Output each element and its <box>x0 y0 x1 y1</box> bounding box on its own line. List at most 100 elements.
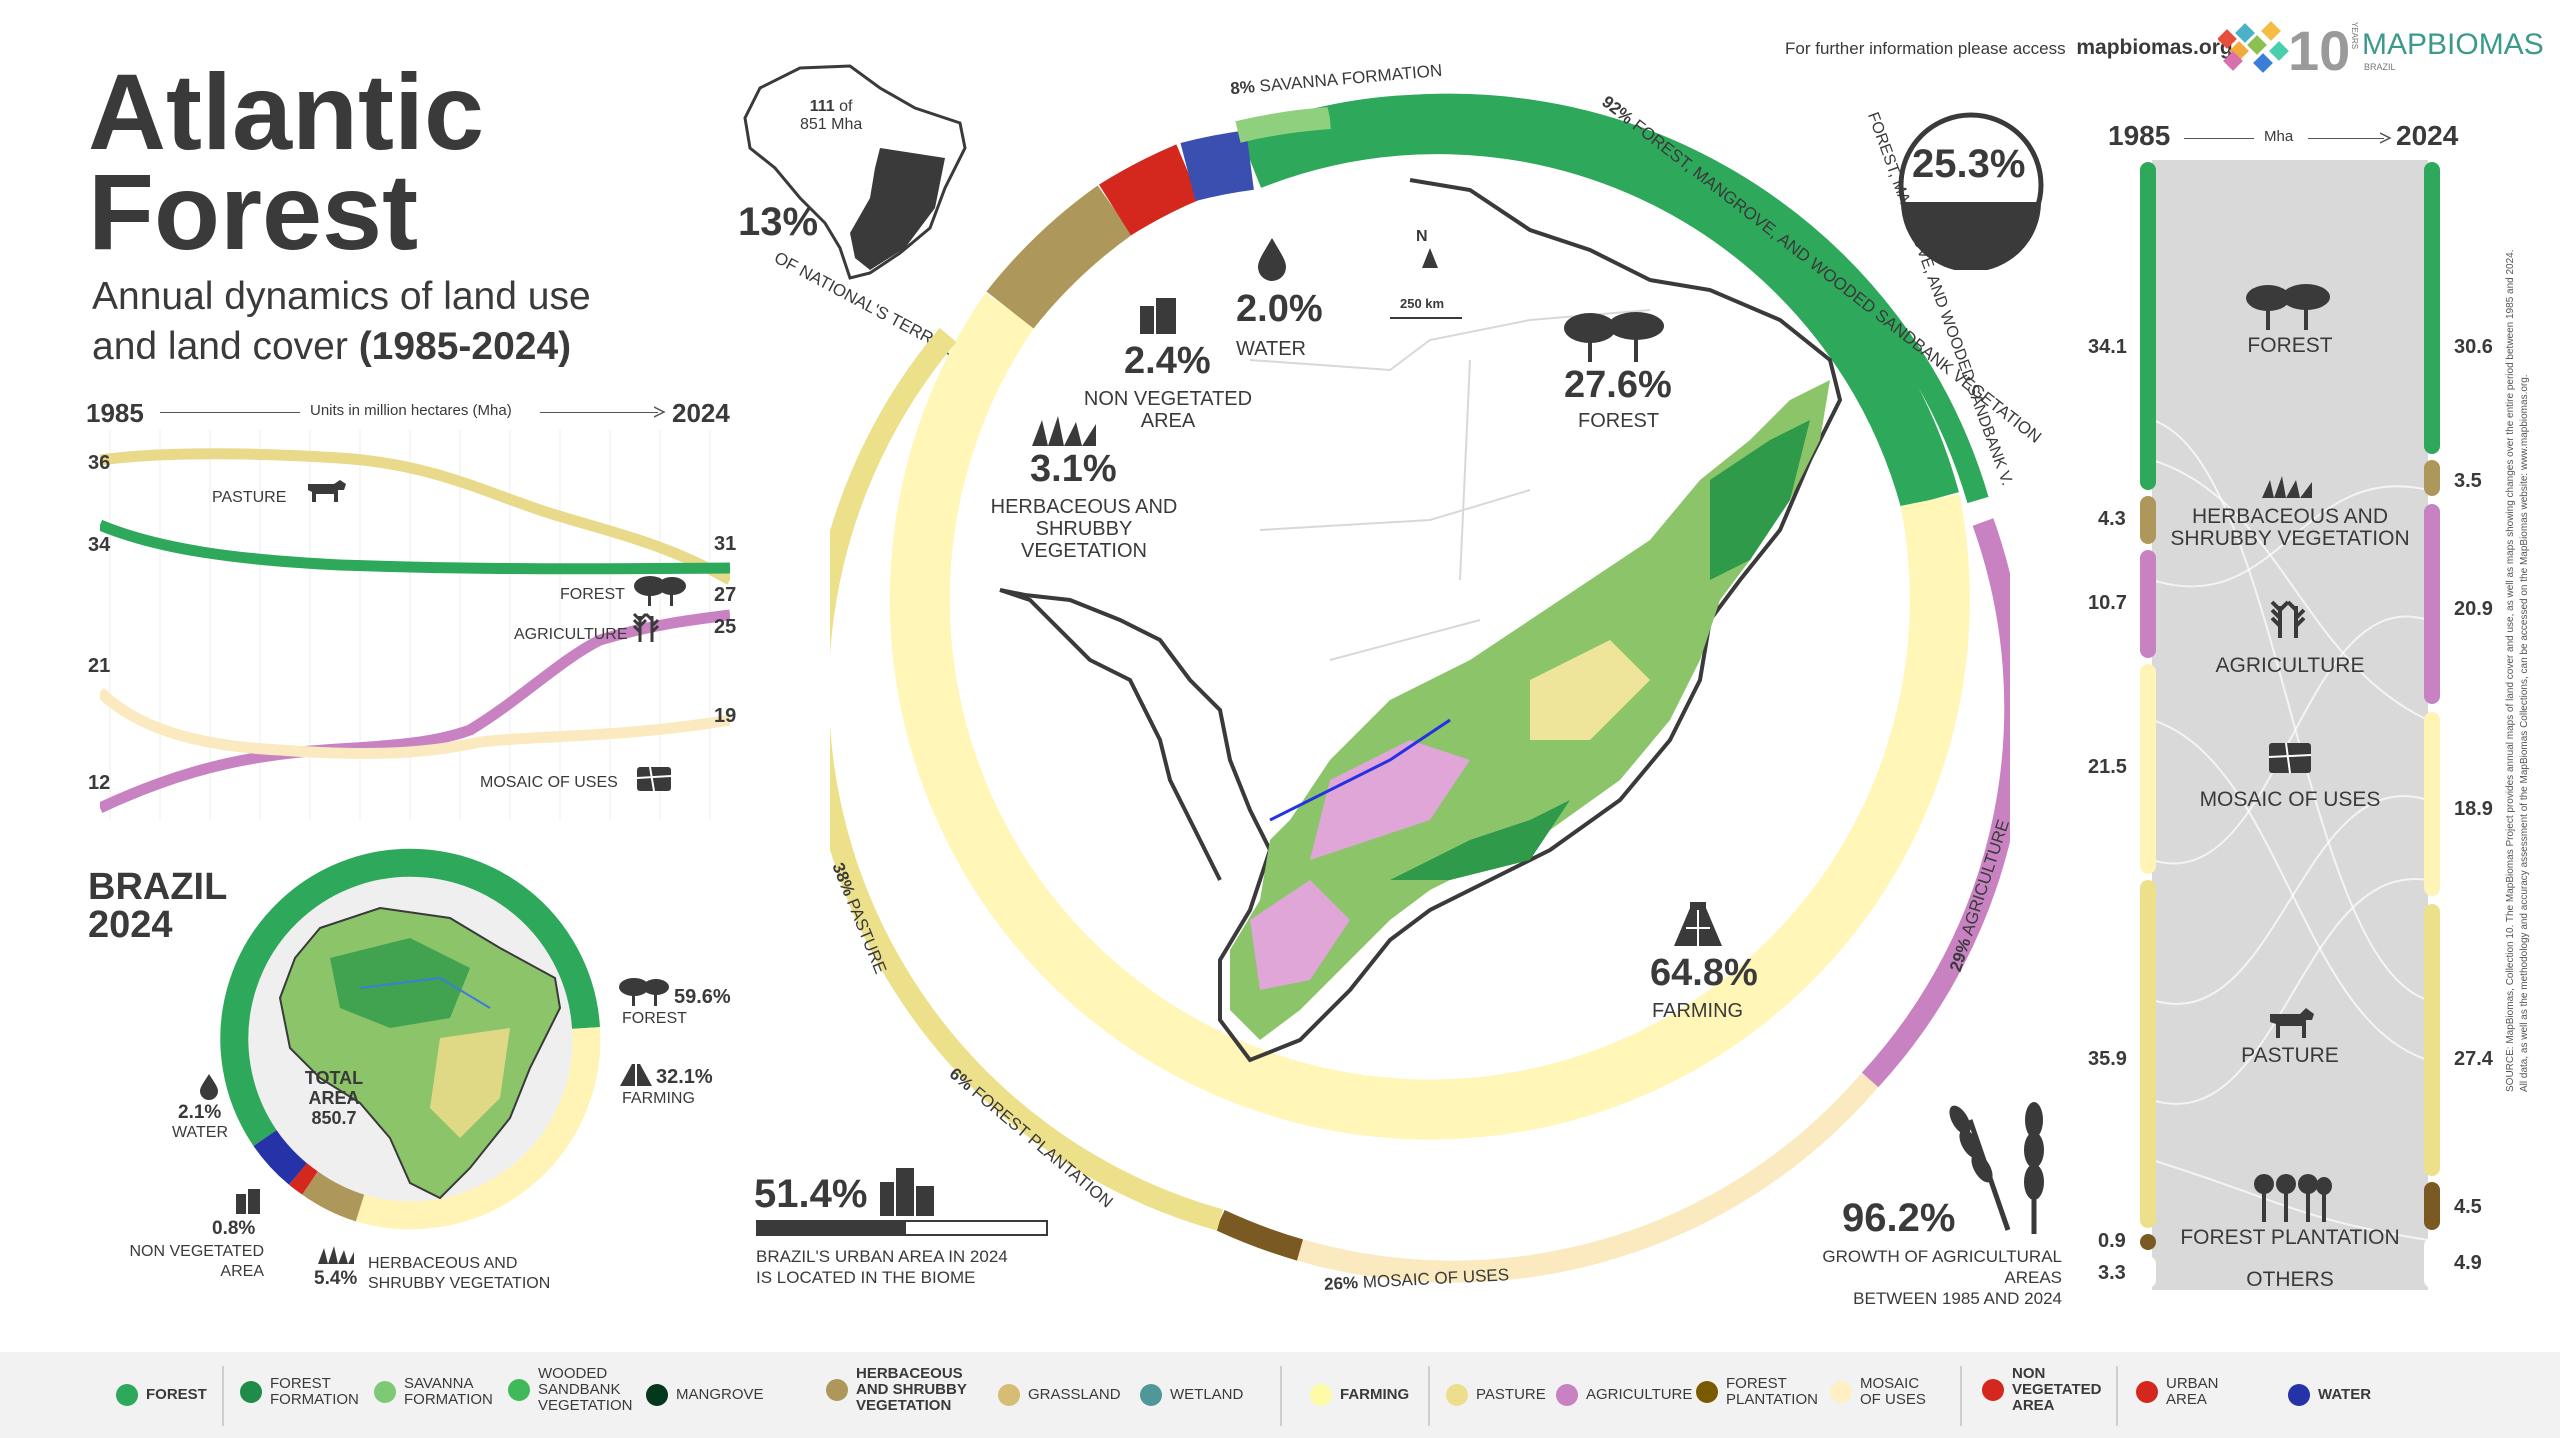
center-farming-value: 64.8% <box>1650 952 1758 994</box>
ring-nonveg-arc <box>1099 144 1201 236</box>
sankey-left-forest <box>2140 162 2156 490</box>
legend-dot <box>2288 1384 2310 1406</box>
pasture-end: 27 <box>714 584 737 606</box>
legend-label: HERBACEOUS AND SHRUBBY VEGETATION <box>856 1365 967 1414</box>
center-farming-label: FARMING <box>1652 1000 1744 1022</box>
center-forest-value: 27.6% <box>1564 364 1672 406</box>
logo-years: 10 <box>2288 19 2351 82</box>
outer-savanna-arc <box>1235 107 1331 143</box>
brazil-forest-value: 59.6% <box>674 986 731 1008</box>
info-link[interactable]: mapbiomas.org <box>2076 36 2233 59</box>
wheat-icon <box>632 612 660 642</box>
sankey-left-others-value: 3.3 <box>2098 1262 2126 1284</box>
brazil-water-label: WATER <box>172 1124 228 1141</box>
brazil-farming-icon <box>620 1064 652 1086</box>
sankey-pasture-label: PASTURE <box>2241 1044 2339 1067</box>
legend-dot <box>2136 1381 2158 1403</box>
center-herb-label: HERBACEOUS AND SHRUBBY VEGETATION <box>990 496 1178 562</box>
brazil-forest-icon <box>619 978 669 1006</box>
sankey-start-year: 1985 <box>2108 120 2171 151</box>
subtitle: Annual dynamics of land use and land cov… <box>92 272 591 372</box>
mosaic-end: 19 <box>714 705 737 727</box>
north-arrow-icon <box>1422 248 1438 268</box>
center-herb-value: 3.1% <box>1030 448 1117 490</box>
city-icon <box>880 1168 934 1216</box>
legend-label: FOREST <box>146 1386 207 1403</box>
center-water-label: WATER <box>1236 338 1306 360</box>
legend-dot <box>508 1379 530 1401</box>
sankey-right-others <box>2424 1238 2440 1288</box>
atlantic-forest-map-outline <box>999 178 1843 1063</box>
legend-dot <box>1556 1384 1578 1406</box>
outer-label-savanna-value: 8% <box>1229 77 1256 99</box>
sankey-unit-row: Mha <box>2184 128 2394 148</box>
brazil-title: BRAZIL 2024 <box>88 868 227 944</box>
legend-dot <box>1696 1381 1718 1403</box>
agri-growth-caption-2: BETWEEN 1985 AND 2024 <box>1853 1289 2062 1308</box>
pasture-start: 36 <box>88 452 111 474</box>
sankey-right-pasture <box>2424 904 2440 1176</box>
sankey-others-label: OTHERS <box>2246 1268 2334 1291</box>
legend-label: FOREST PLANTATION <box>1726 1375 1818 1408</box>
sankey-right-mosaic <box>2424 712 2440 896</box>
mosaic-start: 21 <box>88 655 111 677</box>
legend-label: SAVANNA FORMATION <box>404 1375 493 1408</box>
legend-mangrove: MANGROVE <box>646 1384 764 1406</box>
urban-caption-1: BRAZIL'S URBAN AREA IN 2024 <box>756 1247 1008 1266</box>
sankey-left-herb-value: 4.3 <box>2098 508 2126 530</box>
title-line-1: Atlantic <box>88 51 485 172</box>
legend-dot <box>826 1379 848 1401</box>
sankey-left-pasture-value: 35.9 <box>2088 1048 2127 1070</box>
sankey-arrow-icon <box>2380 132 2392 144</box>
line-chart <box>100 430 730 820</box>
legend-label: PASTURE <box>1476 1386 1546 1403</box>
territory-area: 111 of 851 Mha <box>800 98 862 134</box>
outer-plantation-arc <box>1215 1209 1304 1261</box>
logo-mosaic-icon <box>2217 21 2289 73</box>
forest-start: 34 <box>88 534 111 556</box>
pasture-line <box>100 448 730 585</box>
legend-wooded-sandbank: WOODED SANDBANK VEGETATION <box>508 1366 636 1414</box>
legend-water: WATER <box>2288 1384 2371 1406</box>
legend-label: FOREST FORMATION <box>270 1375 359 1408</box>
center-nonveg-value: 2.4% <box>1124 340 1211 382</box>
pasture-series-label: PASTURE <box>212 489 287 506</box>
source-line-2: All data, as well as the methodology and… <box>2519 374 2530 1092</box>
outer-pasture-arc <box>830 327 1223 1231</box>
sankey-agri-label: AGRICULTURE <box>2215 654 2365 677</box>
legend-agriculture: AGRICULTURE <box>1556 1384 1692 1406</box>
legend-dot <box>1830 1381 1852 1403</box>
mapbiomas-logo[interactable]: 10 YEARS MAPBIOMAS BRAZIL <box>2217 18 2544 82</box>
legend-dot <box>240 1381 262 1403</box>
info-text: For further information please access <box>1785 39 2066 58</box>
forest-series-label: FOREST <box>560 586 625 603</box>
brazil-nonveg-label: NON VEGETATED AREA <box>129 1243 264 1280</box>
legend-savanna-formation: SAVANNA FORMATION <box>374 1376 498 1408</box>
sandbank-gauge <box>1898 112 2044 270</box>
agri-growth-caption: GROWTH OF AGRICULTURAL AREAS BETWEEN 198… <box>1770 1246 2062 1309</box>
territory-area-value: 111 <box>809 98 835 115</box>
brazil-farming-label: FARMING <box>622 1090 695 1107</box>
ring-forest-arc <box>1238 94 1959 508</box>
agriculture-end: 25 <box>714 616 737 638</box>
sankey-grass-icon <box>2262 476 2312 498</box>
legend-label: WATER <box>2318 1386 2372 1403</box>
legend-label: WETLAND <box>1170 1386 1244 1403</box>
brazil-ring-water-arc <box>253 1129 308 1185</box>
urban-caption-2: IS LOCATED IN THE BIOME <box>756 1268 976 1287</box>
legend-forest: FOREST <box>116 1384 207 1406</box>
forest-line <box>100 519 730 575</box>
brazil-ring-farming-arc <box>356 1027 601 1230</box>
center-forest-icon <box>1564 312 1664 362</box>
building-icon <box>236 1189 260 1214</box>
subtitle-line-2: and land cover <box>92 325 348 368</box>
territory-area-total: 851 Mha <box>800 116 863 133</box>
sankey-cow-icon <box>2270 1008 2314 1038</box>
center-building-icon <box>1140 298 1176 334</box>
outer-agriculture-arc <box>1861 518 2010 1088</box>
legend-herbaceous: HERBACEOUS AND SHRUBBY VEGETATION <box>826 1366 976 1414</box>
brazil-title-2: 2024 <box>88 904 173 946</box>
center-forest-label: FOREST <box>1578 410 1660 432</box>
center-nonveg-label: NON VEGETATED AREA <box>1083 388 1253 432</box>
big-wheat-icon <box>1949 1102 2044 1234</box>
